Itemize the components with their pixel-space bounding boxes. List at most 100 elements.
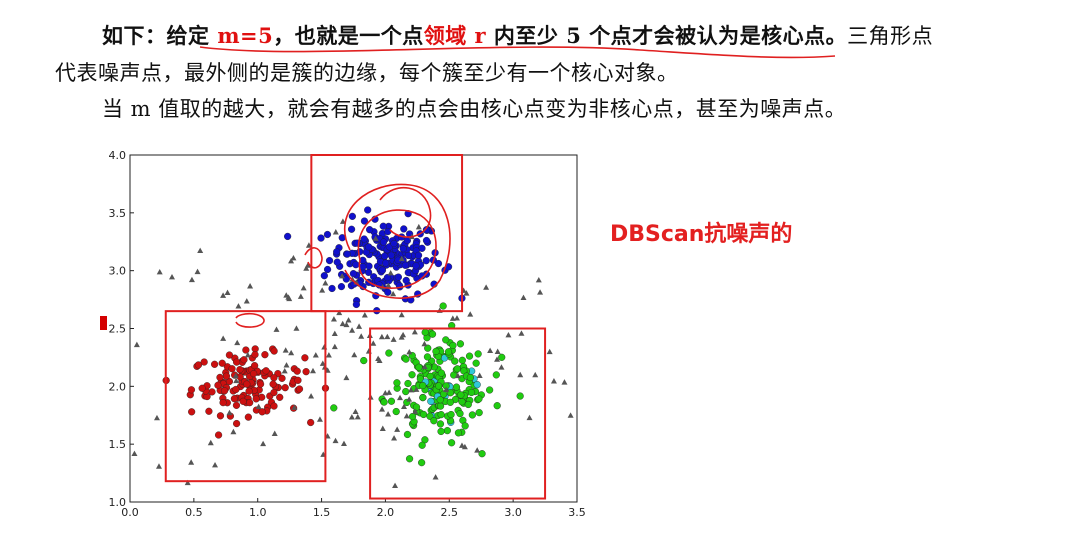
scribble-annotation: [304, 247, 323, 269]
blue-point: [343, 250, 351, 258]
green-point: [419, 394, 427, 402]
noise-point: [153, 414, 160, 421]
blue-point: [347, 225, 356, 233]
noise-point: [332, 229, 339, 235]
x-tick-label: 2.5: [441, 506, 459, 519]
red-point: [302, 368, 310, 376]
red-point: [250, 370, 258, 378]
red-point: [230, 395, 239, 403]
noise-point: [319, 287, 326, 293]
noise-point: [454, 372, 461, 379]
noise-point: [235, 303, 242, 309]
green-point: [330, 404, 338, 412]
blue-point: [323, 230, 332, 239]
green-point: [473, 381, 481, 389]
noise-point: [390, 336, 397, 342]
green-point: [426, 372, 434, 380]
noise-point: [412, 408, 419, 414]
green-point: [421, 328, 429, 336]
noise-point: [285, 294, 292, 300]
red-point: [243, 380, 251, 388]
noise-point: [535, 277, 542, 283]
noise-point: [349, 276, 356, 282]
noise-point: [260, 440, 267, 447]
noise-point: [406, 348, 413, 355]
noise-point: [375, 355, 382, 362]
green-point: [423, 353, 432, 361]
noise-point: [197, 247, 204, 253]
red-point: [210, 360, 219, 368]
y-tick-label: 3.0: [109, 265, 127, 278]
noise-point: [340, 440, 347, 446]
noise-point: [390, 290, 397, 297]
x-tick-label: 3.5: [568, 506, 586, 519]
green-point: [436, 396, 444, 404]
noise-point: [281, 368, 288, 374]
y-tick-label: 2.5: [109, 323, 127, 336]
noise-point: [403, 413, 410, 419]
explanation-line-1: 如下：给定 m=5，也就是一个点领域 r 内至少 5 个点才会被认为是核心点。三…: [102, 20, 933, 50]
blue-point: [379, 238, 388, 246]
text-segment: 三角形点: [847, 24, 934, 48]
noise-point: [385, 282, 392, 288]
red-point: [278, 374, 286, 382]
noise-point: [351, 351, 358, 358]
blue-point: [356, 248, 364, 256]
noise-point: [494, 356, 501, 362]
green-point: [451, 357, 459, 365]
noise-point: [255, 403, 262, 409]
green-point: [385, 349, 393, 357]
noise-point: [131, 450, 138, 457]
red-point: [261, 351, 269, 359]
noise-point: [421, 363, 428, 370]
noise-point: [537, 289, 544, 295]
noise-point: [385, 411, 392, 417]
noise-point: [546, 348, 553, 355]
noise-point: [432, 474, 439, 480]
noise-point: [505, 332, 512, 338]
green-point: [436, 402, 445, 410]
blue-point: [352, 300, 360, 309]
noise-point: [392, 482, 399, 489]
red-point: [240, 356, 248, 364]
noise-point: [387, 269, 394, 276]
blue-point: [366, 226, 374, 234]
red-point: [239, 397, 247, 405]
blue-point: [348, 212, 356, 220]
blue-point: [333, 248, 341, 256]
red-point: [205, 407, 213, 415]
green-point: [456, 409, 464, 418]
green-point: [392, 407, 400, 416]
noise-point: [207, 439, 214, 446]
noise-point: [282, 347, 289, 353]
noise-point: [233, 377, 240, 384]
noise-point: [271, 430, 278, 436]
green-point: [412, 403, 421, 411]
green-point: [474, 350, 482, 358]
blue-point: [384, 288, 392, 296]
noise-point: [322, 280, 329, 286]
blue-point: [378, 266, 387, 274]
red-point: [214, 431, 223, 439]
blue-point: [414, 251, 423, 259]
text-segment: 内至少 5 个点才会被认为是核心点。: [486, 23, 848, 48]
green-point: [492, 371, 500, 379]
green-point: [486, 386, 494, 394]
blue-point: [383, 274, 391, 282]
blue-point: [382, 259, 390, 267]
noise-point: [188, 459, 195, 465]
blue-point: [323, 265, 332, 274]
noise-point: [379, 406, 386, 412]
noise-point: [382, 389, 389, 396]
noise-point: [400, 331, 407, 338]
noise-point: [378, 333, 385, 340]
scribble-annotation: [343, 183, 451, 299]
red-point: [236, 365, 244, 374]
red-point: [251, 351, 259, 359]
green-point: [437, 427, 445, 436]
noise-point: [476, 372, 483, 378]
green-point: [430, 417, 438, 425]
noise-point: [449, 315, 456, 321]
noise-point: [517, 371, 524, 378]
green-point: [475, 395, 483, 403]
